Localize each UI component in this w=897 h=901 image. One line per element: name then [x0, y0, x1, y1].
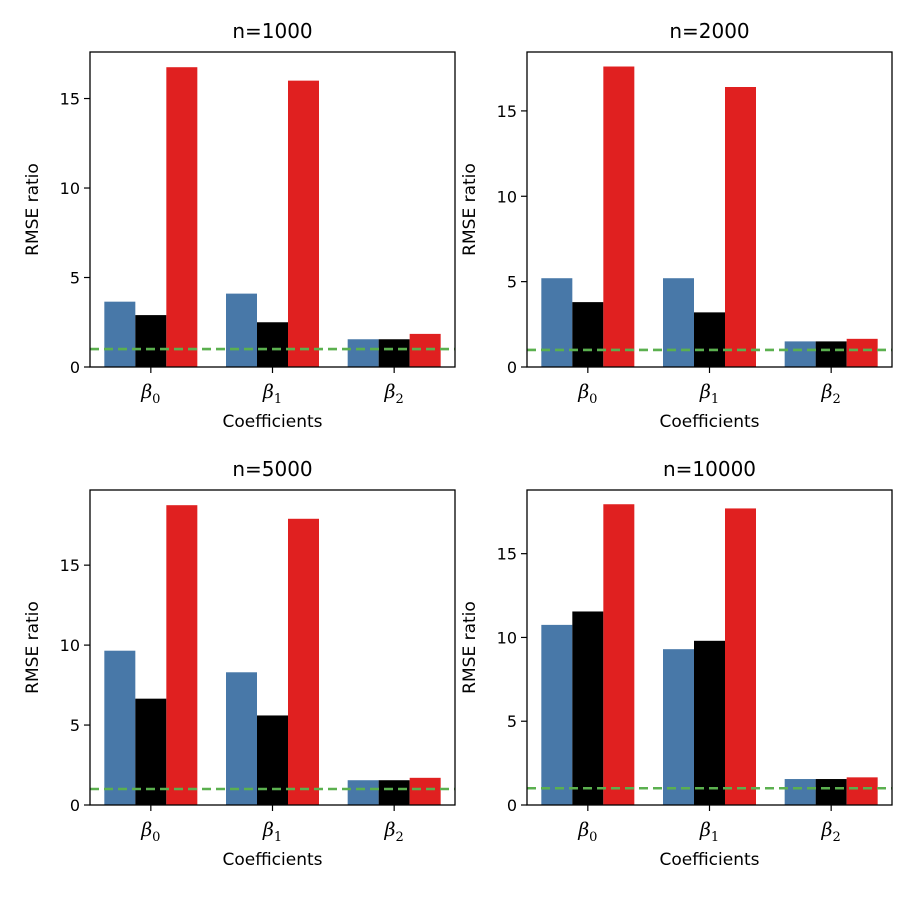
bar-β0-series-3 [166, 505, 198, 805]
xtick-label: β0 [577, 819, 597, 845]
bar-β0-series-2 [572, 611, 604, 805]
ytick-label: 5 [70, 716, 80, 735]
xtick-label: β2 [821, 819, 841, 845]
ytick-label: 15 [497, 545, 517, 564]
bar-β2-series-1 [347, 339, 379, 367]
bar-β1-series-3 [288, 518, 319, 805]
xtick-label: β0 [140, 381, 160, 407]
bar-β0-series-1 [104, 301, 136, 367]
bar-β1-series-2 [257, 715, 288, 805]
xtick-label: β2 [384, 819, 404, 845]
bar-β2-series-1 [347, 780, 379, 805]
bar-β2-series-3 [409, 333, 441, 367]
ytick-label: 0 [70, 358, 80, 377]
ytick-label: 15 [497, 102, 517, 121]
bar-β2-series-3 [846, 338, 878, 367]
bar-β1-series-2 [694, 312, 725, 367]
bar-β2-series-2 [378, 780, 410, 805]
ytick-label: 10 [60, 636, 80, 655]
xtick-label: β0 [140, 819, 160, 845]
ytick-label: 5 [507, 273, 517, 292]
bar-β1-series-1 [226, 293, 257, 367]
bar-β1-series-1 [663, 278, 694, 367]
y-axis-label: RMSE ratio [460, 601, 480, 694]
bar-β2-series-3 [846, 777, 878, 805]
xtick-label: β0 [577, 381, 597, 407]
x-axis-label: Coefficients [223, 412, 323, 432]
subplot-1: 0 5 10 15 β0 β1 β2 Coefficients RMSE ratio n=1000 [23, 19, 456, 432]
bar-β0-series-1 [104, 650, 136, 805]
bar-β0-series-2 [135, 698, 167, 805]
bar-β0-series-2 [135, 315, 167, 367]
y-axis-label: RMSE ratio [23, 601, 43, 694]
bar-β2-series-1 [784, 779, 816, 805]
bar-β0-series-1 [541, 624, 573, 805]
y-axis-label: RMSE ratio [23, 163, 43, 256]
x-axis-label: Coefficients [660, 850, 760, 870]
bar-β0-series-3 [603, 66, 635, 367]
bar-β1-series-3 [725, 87, 756, 367]
bar-β1-series-1 [226, 672, 257, 805]
xtick-label: β1 [262, 819, 282, 845]
xtick-label: β1 [699, 381, 719, 407]
xtick-label: β2 [384, 381, 404, 407]
ytick-label: 0 [70, 796, 80, 815]
bar-β1-series-3 [288, 80, 319, 367]
subplot-2: 0 5 10 15 β0 β1 β2 Coefficients RMSE ratio n=2000 [460, 19, 893, 432]
chart-title: n=2000 [669, 19, 749, 43]
ytick-label: 10 [497, 187, 517, 206]
bar-β1-series-3 [725, 508, 756, 805]
xtick-label: β2 [821, 381, 841, 407]
x-axis-label: Coefficients [660, 412, 760, 432]
x-axis-label: Coefficients [223, 850, 323, 870]
subplot-4: 0 5 10 15 β0 β1 β2 Coefficients RMSE ratio n=1000… [460, 457, 893, 870]
bar-β0-series-2 [572, 302, 604, 367]
xtick-label: β1 [262, 381, 282, 407]
bar-β0-series-1 [541, 278, 573, 367]
bar-β2-series-2 [815, 341, 847, 367]
ytick-label: 5 [70, 269, 80, 288]
ytick-label: 5 [507, 712, 517, 731]
bar-β2-series-2 [815, 779, 847, 805]
ytick-label: 0 [507, 796, 517, 815]
ytick-label: 0 [507, 358, 517, 377]
bar-β1-series-2 [694, 640, 725, 805]
bar-β0-series-3 [603, 504, 635, 805]
ytick-label: 15 [60, 90, 80, 109]
subplot-3: 0 5 10 15 β0 β1 β2 Coefficients RMSE ratio n=5000 [23, 457, 456, 870]
ytick-label: 10 [60, 179, 80, 198]
ytick-label: 10 [497, 628, 517, 647]
y-axis-label: RMSE ratio [460, 163, 480, 256]
bar-β2-series-3 [409, 777, 441, 805]
ytick-label: 15 [60, 556, 80, 575]
bar-β1-series-2 [257, 322, 288, 367]
bar-β0-series-3 [166, 67, 198, 368]
chart-title: n=1000 [232, 19, 312, 43]
bar-β2-series-2 [378, 339, 410, 367]
bar-β1-series-1 [663, 649, 694, 805]
xtick-label: β1 [699, 819, 719, 845]
bar-β2-series-1 [784, 341, 816, 367]
chart-title: n=10000 [663, 457, 756, 481]
chart-title: n=5000 [232, 457, 312, 481]
